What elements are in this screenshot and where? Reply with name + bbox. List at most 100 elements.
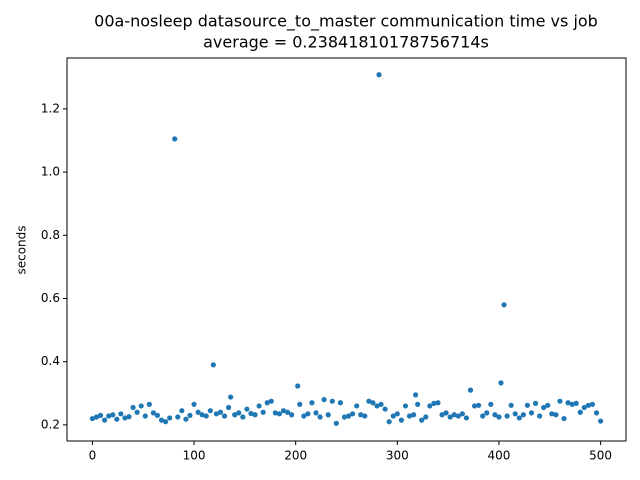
- point: [569, 401, 575, 407]
- y-tick-label: 1.2: [41, 101, 60, 115]
- y-tick-label: 0.8: [41, 228, 60, 242]
- point: [557, 398, 563, 404]
- point: [480, 413, 486, 419]
- point: [589, 401, 596, 407]
- point: [498, 380, 504, 386]
- point: [93, 414, 100, 420]
- point: [597, 418, 604, 424]
- point: [585, 402, 591, 408]
- point: [333, 420, 339, 426]
- x-tick-label: 500: [589, 449, 612, 463]
- y-axis-label: seconds: [15, 225, 29, 274]
- point: [228, 394, 234, 400]
- point: [496, 414, 502, 420]
- point: [102, 417, 108, 423]
- point: [512, 411, 518, 417]
- point: [217, 409, 224, 415]
- point: [301, 413, 307, 419]
- point: [284, 409, 291, 415]
- x-tick-label: 400: [488, 449, 511, 463]
- point: [532, 400, 539, 406]
- point: [252, 412, 258, 418]
- point: [488, 401, 494, 407]
- point: [413, 392, 419, 398]
- point: [476, 402, 482, 408]
- point: [142, 413, 148, 419]
- point: [122, 415, 128, 421]
- point: [313, 410, 319, 416]
- point: [130, 404, 136, 411]
- x-tick-label: 0: [89, 449, 97, 463]
- plot-area: [89, 72, 604, 426]
- point: [358, 412, 364, 418]
- point: [118, 411, 124, 417]
- point: [455, 413, 461, 419]
- point: [126, 414, 132, 420]
- point: [154, 412, 161, 419]
- point: [386, 419, 392, 425]
- point: [268, 398, 274, 404]
- point: [175, 414, 181, 420]
- point: [213, 411, 220, 417]
- chart-title: 00a-nosleep datasource_to_master communi…: [94, 12, 598, 32]
- point: [226, 404, 232, 411]
- point: [146, 401, 152, 407]
- point: [199, 412, 205, 418]
- point: [406, 413, 413, 419]
- point: [232, 412, 238, 418]
- point: [447, 414, 453, 420]
- point: [354, 403, 360, 409]
- point: [561, 415, 567, 422]
- point: [410, 412, 417, 418]
- point: [451, 412, 457, 418]
- point: [345, 413, 352, 419]
- point: [341, 414, 348, 420]
- y-tick-label: 1.0: [41, 165, 60, 179]
- point: [516, 415, 522, 421]
- point: [471, 403, 478, 409]
- point: [138, 403, 144, 409]
- point: [366, 398, 372, 404]
- point: [431, 400, 437, 406]
- point: [114, 416, 120, 422]
- point: [370, 400, 376, 406]
- point: [484, 410, 490, 416]
- point: [459, 411, 465, 417]
- point: [221, 413, 228, 419]
- point: [508, 402, 514, 408]
- point: [295, 383, 301, 389]
- point: [325, 412, 331, 418]
- point: [524, 402, 531, 408]
- point: [110, 412, 116, 418]
- point: [248, 410, 254, 417]
- point: [305, 411, 311, 417]
- point: [528, 410, 535, 416]
- point: [378, 401, 384, 407]
- point: [337, 400, 344, 406]
- point: [362, 413, 368, 419]
- y-tick-label: 0.6: [41, 291, 60, 305]
- point: [581, 404, 587, 411]
- point: [207, 408, 213, 414]
- point: [435, 400, 441, 406]
- point: [195, 409, 201, 415]
- point: [565, 400, 571, 406]
- x-tick-label: 100: [183, 449, 206, 463]
- point: [537, 413, 543, 419]
- point: [167, 415, 173, 421]
- point: [382, 406, 388, 412]
- point: [89, 415, 96, 422]
- point: [549, 411, 555, 417]
- y-tick-label: 0.4: [41, 354, 60, 368]
- point: [150, 410, 156, 416]
- point: [390, 413, 396, 419]
- point: [276, 411, 283, 417]
- point: [210, 362, 216, 368]
- point: [394, 411, 400, 417]
- x-tick-label: 300: [386, 449, 409, 463]
- point: [179, 408, 185, 414]
- point: [443, 410, 449, 416]
- point: [272, 410, 278, 416]
